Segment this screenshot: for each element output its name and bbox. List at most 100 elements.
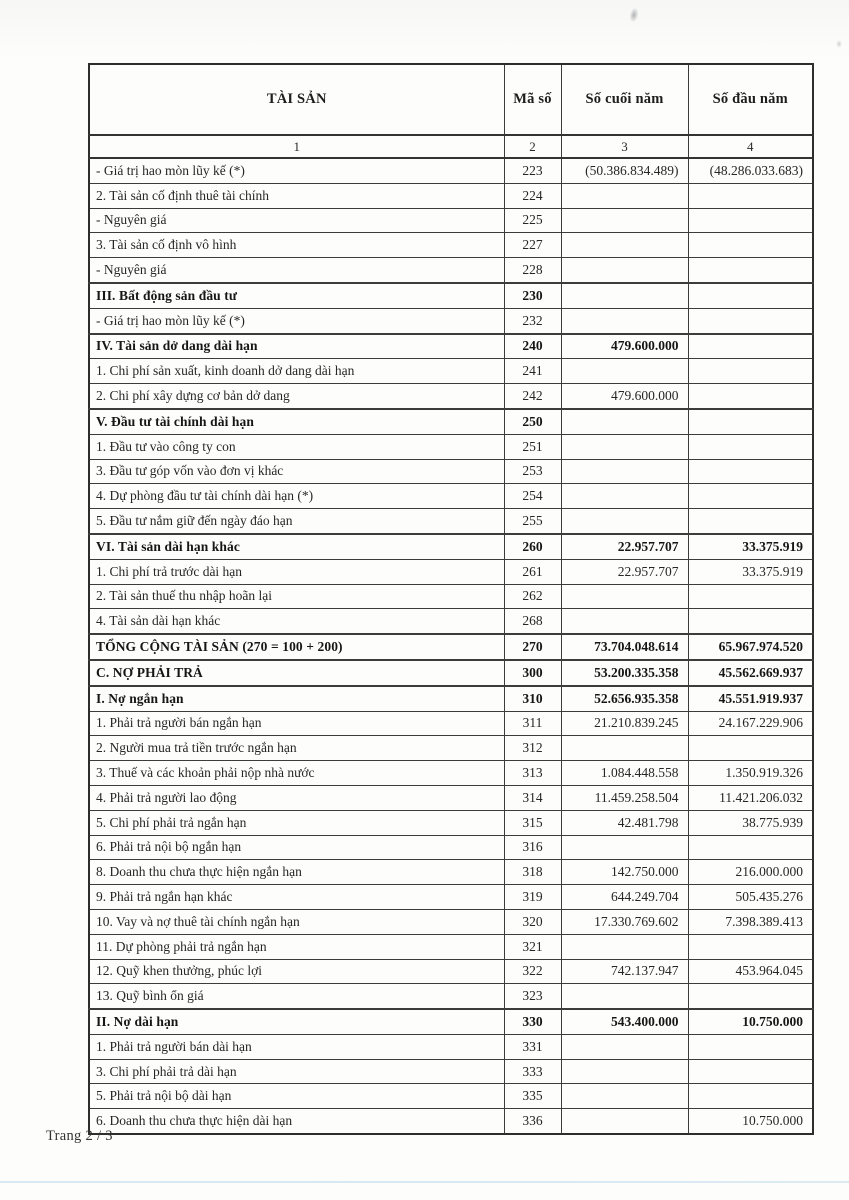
row-label: 3. Đầu tư góp vốn vào đơn vị khác xyxy=(88,458,505,485)
row-end-of-year-value: 11.459.258.504 xyxy=(560,784,689,811)
row-code: 240 xyxy=(503,332,562,360)
row-start-of-year-value xyxy=(687,1058,814,1085)
row-start-of-year-value xyxy=(687,307,814,335)
row-start-of-year-value xyxy=(687,933,814,960)
page-footer: Trang 2 / 3 xyxy=(46,1128,113,1144)
table-row: VI. Tài sản dài hạn khác 260 22.957.707 … xyxy=(88,532,814,560)
row-start-of-year-value xyxy=(687,433,814,460)
row-code: 250 xyxy=(503,407,562,435)
row-label: I. Nợ ngắn hạn xyxy=(88,684,505,712)
table-row: 5. Phải trả nội bộ dài hạn 335 xyxy=(88,1083,814,1110)
row-code: 322 xyxy=(503,958,562,985)
row-start-of-year-value: 505.435.276 xyxy=(687,884,814,910)
row-end-of-year-value: 22.957.707 xyxy=(560,532,689,560)
row-start-of-year-value: 216.000.000 xyxy=(687,859,814,886)
scan-line-artifact xyxy=(0,1181,849,1183)
row-end-of-year-value xyxy=(560,182,689,209)
scan-artifact xyxy=(836,40,842,48)
table-row: - Giá trị hao mòn lũy kế (*) 232 xyxy=(88,307,814,335)
row-label: 2. Người mua trả tiền trước ngắn hạn xyxy=(88,735,505,762)
table-row: 9. Phải trả ngắn hạn khác 319 644.249.70… xyxy=(88,884,814,910)
row-start-of-year-value: 10.750.000 xyxy=(687,1008,814,1035)
row-code: 335 xyxy=(503,1083,562,1110)
table-row: 4. Phải trả người lao động 314 11.459.25… xyxy=(88,784,814,811)
row-start-of-year-value xyxy=(687,508,814,535)
row-code: 314 xyxy=(503,784,562,811)
row-end-of-year-value: 142.750.000 xyxy=(560,859,689,886)
col-number-2: 2 xyxy=(503,134,562,159)
row-end-of-year-value: 644.249.704 xyxy=(560,884,689,910)
row-end-of-year-value xyxy=(560,1058,689,1085)
row-label: - Nguyên giá xyxy=(88,207,505,234)
row-end-of-year-value: 742.137.947 xyxy=(560,958,689,985)
row-start-of-year-value: 65.967.974.520 xyxy=(687,633,814,661)
row-start-of-year-value: 45.562.669.937 xyxy=(687,658,814,687)
row-code: 313 xyxy=(503,760,562,786)
table-row: 5. Đầu tư nắm giữ đến ngày đáo hạn 255 xyxy=(88,508,814,535)
table-row: 3. Đầu tư góp vốn vào đơn vị khác 253 xyxy=(88,458,814,485)
col-number-1: 1 xyxy=(88,134,505,159)
row-label: 6. Phải trả nội bộ ngắn hạn xyxy=(88,834,505,861)
col-header-assets: TÀI SẢN xyxy=(88,63,505,136)
row-label: 1. Đầu tư vào công ty con xyxy=(88,433,505,460)
row-start-of-year-value xyxy=(687,232,814,259)
row-start-of-year-value: 45.551.919.937 xyxy=(687,684,814,712)
row-label: 5. Đầu tư nắm giữ đến ngày đáo hạn xyxy=(88,508,505,535)
row-label: 12. Quỹ khen thưởng, phúc lợi xyxy=(88,958,505,985)
row-code: 268 xyxy=(503,608,562,635)
row-end-of-year-value xyxy=(560,608,689,635)
row-label: 11. Dự phòng phải trả ngắn hạn xyxy=(88,933,505,960)
row-end-of-year-value: 73.704.048.614 xyxy=(560,633,689,661)
table-row: 8. Doanh thu chưa thực hiện ngắn hạn 318… xyxy=(88,859,814,886)
row-end-of-year-value: 42.481.798 xyxy=(560,809,689,836)
table-body: - Giá trị hao mòn lũy kế (*) 223 (50.386… xyxy=(88,157,814,1135)
row-label: 1. Phải trả người bán dài hạn xyxy=(88,1033,505,1060)
column-number-row: 1 2 3 4 xyxy=(88,134,814,159)
row-code: 227 xyxy=(503,232,562,259)
row-label: 8. Doanh thu chưa thực hiện ngắn hạn xyxy=(88,859,505,886)
row-code: 251 xyxy=(503,433,562,460)
row-end-of-year-value: 22.957.707 xyxy=(560,558,689,585)
row-label: III. Bất động sản đầu tư xyxy=(88,281,505,309)
row-label: VI. Tài sản dài hạn khác xyxy=(88,532,505,560)
row-code: 230 xyxy=(503,281,562,309)
row-label: C. NỢ PHẢI TRẢ xyxy=(88,658,505,687)
row-end-of-year-value: 17.330.769.602 xyxy=(560,908,689,935)
row-label: - Giá trị hao mòn lũy kế (*) xyxy=(88,307,505,335)
table-row: 1. Phải trả người bán ngắn hạn 311 21.21… xyxy=(88,710,814,737)
table-row: 1. Đầu tư vào công ty con 251 xyxy=(88,433,814,460)
table-row: 2. Người mua trả tiền trước ngắn hạn 312 xyxy=(88,735,814,762)
row-end-of-year-value xyxy=(560,307,689,335)
row-label: 1. Chi phí sản xuất, kinh doanh dở dang … xyxy=(88,358,505,385)
table-row: 10. Vay và nợ thuê tài chính ngắn hạn 32… xyxy=(88,908,814,935)
row-end-of-year-value: (50.386.834.489) xyxy=(560,157,689,184)
row-start-of-year-value: 453.964.045 xyxy=(687,958,814,985)
row-code: 300 xyxy=(503,658,562,687)
row-code: 336 xyxy=(503,1108,562,1135)
row-start-of-year-value xyxy=(687,583,814,610)
table-row: 11. Dự phòng phải trả ngắn hạn 321 xyxy=(88,933,814,960)
table-row: I. Nợ ngắn hạn 310 52.656.935.358 45.551… xyxy=(88,684,814,712)
row-code: 315 xyxy=(503,809,562,836)
col-header-code: Mã số xyxy=(503,63,562,136)
row-start-of-year-value xyxy=(687,383,814,410)
row-code: 241 xyxy=(503,358,562,385)
table-row: - Giá trị hao mòn lũy kế (*) 223 (50.386… xyxy=(88,157,814,184)
row-end-of-year-value xyxy=(560,1033,689,1060)
row-end-of-year-value xyxy=(560,458,689,485)
row-start-of-year-value: 33.375.919 xyxy=(687,532,814,560)
row-code: 260 xyxy=(503,532,562,560)
balance-sheet-table: TÀI SẢN Mã số Số cuối năm Số đầu năm 1 2… xyxy=(88,63,814,1136)
row-code: 224 xyxy=(503,182,562,209)
row-label: 2. Tài sản thuế thu nhập hoãn lại xyxy=(88,583,505,610)
row-end-of-year-value xyxy=(560,508,689,535)
row-label: TỔNG CỘNG TÀI SẢN (270 = 100 + 200) xyxy=(88,633,505,661)
row-start-of-year-value: 24.167.229.906 xyxy=(687,710,814,737)
table-row: IV. Tài sản dở dang dài hạn 240 479.600.… xyxy=(88,332,814,360)
row-end-of-year-value: 543.400.000 xyxy=(560,1008,689,1035)
row-start-of-year-value xyxy=(687,407,814,435)
row-end-of-year-value xyxy=(560,834,689,861)
table-row: C. NỢ PHẢI TRẢ 300 53.200.335.358 45.562… xyxy=(88,658,814,687)
row-end-of-year-value xyxy=(560,232,689,259)
table-row: 2. Tài sản cố định thuê tài chính 224 xyxy=(88,182,814,209)
